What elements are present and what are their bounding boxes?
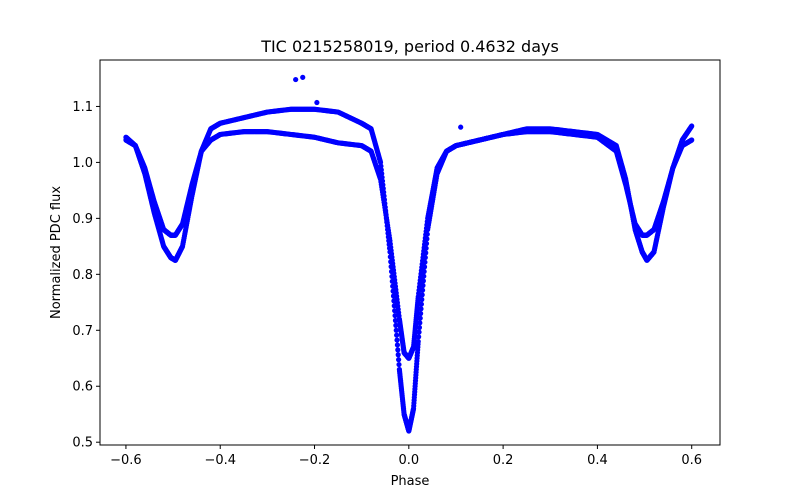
data-point bbox=[300, 74, 306, 80]
data-point bbox=[424, 231, 430, 237]
data-point bbox=[390, 288, 396, 294]
data-point bbox=[393, 322, 399, 328]
data-point bbox=[388, 264, 394, 270]
data-point bbox=[389, 273, 395, 280]
data-point bbox=[388, 268, 395, 275]
x-axis-label: Phase bbox=[391, 474, 430, 489]
data-point bbox=[394, 332, 400, 338]
x-tick-label: −0.6 bbox=[110, 453, 142, 468]
data-point bbox=[421, 264, 428, 270]
data-point bbox=[391, 303, 397, 309]
chart-title: TIC 0215258019, period 0.4632 days bbox=[260, 37, 559, 56]
data-point bbox=[396, 361, 402, 368]
data-point bbox=[422, 259, 428, 265]
data-point bbox=[396, 357, 402, 363]
data-point bbox=[420, 278, 426, 284]
data-points bbox=[123, 74, 695, 434]
data-point bbox=[392, 312, 398, 319]
data-point bbox=[388, 259, 394, 265]
data-point bbox=[394, 337, 400, 343]
series-0 bbox=[123, 129, 695, 361]
data-point bbox=[391, 298, 397, 304]
series-2 bbox=[293, 74, 464, 130]
data-point bbox=[423, 250, 429, 256]
x-tick-label: 0.2 bbox=[493, 453, 514, 468]
data-point bbox=[424, 236, 430, 242]
x-tick-label: 0.6 bbox=[681, 453, 702, 468]
data-point bbox=[390, 293, 397, 299]
data-point bbox=[419, 296, 425, 303]
series-1 bbox=[123, 106, 695, 434]
y-tick-label: 0.8 bbox=[72, 268, 93, 283]
data-point bbox=[419, 287, 426, 293]
data-point bbox=[393, 327, 399, 333]
data-point bbox=[416, 324, 423, 331]
data-point bbox=[418, 301, 424, 307]
data-point bbox=[415, 338, 421, 345]
x-tick-label: −0.2 bbox=[299, 453, 331, 468]
data-point bbox=[423, 240, 430, 247]
data-point bbox=[387, 254, 393, 260]
y-tick-label: 0.9 bbox=[72, 212, 93, 227]
data-point bbox=[387, 249, 393, 255]
y-tick-label: 0.6 bbox=[72, 380, 93, 395]
data-point bbox=[416, 329, 422, 335]
data-point bbox=[395, 352, 401, 358]
data-point bbox=[689, 123, 695, 129]
data-point bbox=[314, 99, 320, 106]
data-point bbox=[394, 342, 401, 348]
x-tick-label: 0.4 bbox=[587, 453, 608, 468]
y-axis: 0.5 0.6 0.7 0.8 0.9 1.0 1.1 bbox=[72, 100, 100, 451]
data-point bbox=[392, 317, 399, 324]
data-point bbox=[458, 124, 464, 130]
data-point bbox=[421, 268, 427, 275]
x-axis: −0.6 −0.4 −0.2 0.0 0.2 0.4 0.6 bbox=[110, 445, 702, 468]
x-tick-label: 0.0 bbox=[398, 453, 419, 468]
data-point bbox=[417, 320, 423, 326]
data-point bbox=[419, 292, 425, 298]
y-tick-label: 1.1 bbox=[72, 100, 93, 115]
data-point bbox=[689, 137, 695, 143]
y-tick-label: 0.7 bbox=[72, 324, 93, 339]
y-tick-label: 1.0 bbox=[72, 156, 93, 171]
data-point bbox=[421, 273, 427, 279]
x-tick-label: −0.4 bbox=[204, 453, 236, 468]
data-point bbox=[416, 334, 422, 340]
data-point bbox=[390, 283, 396, 289]
data-point bbox=[422, 254, 428, 261]
data-point bbox=[417, 315, 423, 321]
data-point bbox=[420, 282, 426, 289]
data-point bbox=[418, 306, 424, 312]
plot-frame bbox=[99, 59, 721, 446]
data-point bbox=[395, 347, 401, 353]
data-point bbox=[293, 76, 299, 83]
data-point bbox=[423, 245, 429, 251]
y-axis-label: Normalized PDC flux bbox=[49, 186, 64, 319]
data-point bbox=[418, 310, 424, 317]
data-point bbox=[389, 278, 395, 284]
y-tick-label: 0.5 bbox=[72, 436, 93, 451]
data-point bbox=[392, 308, 398, 314]
